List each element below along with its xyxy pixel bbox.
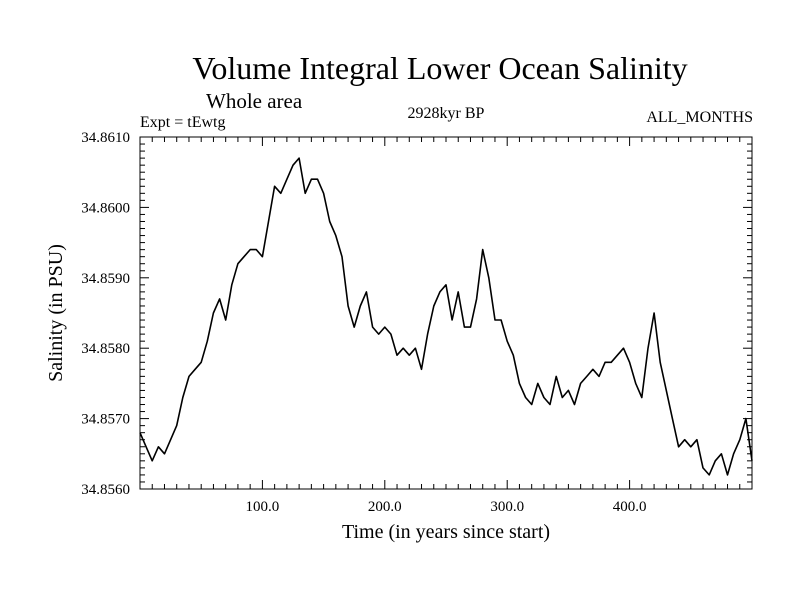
- season-label: ALL_MONTHS: [646, 109, 753, 126]
- y-axis-label: Salinity (in PSU): [45, 244, 67, 382]
- y-axis: 34.8560 34.8570 34.8580 34.8590 34.8600 34.86…: [81, 130, 752, 498]
- x-tick-label: 300.0: [490, 499, 524, 515]
- chart-title: Volume Integral Lower Ocean Salinity: [192, 50, 688, 86]
- y-tick-label: 34.8570: [81, 412, 130, 428]
- y-tick-label: 34.8600: [81, 200, 130, 216]
- y-tick-label: 34.8580: [81, 341, 130, 357]
- x-axis: 100.0 200.0 300.0 400.0: [139, 137, 753, 515]
- y-tick-label: 34.8560: [81, 482, 130, 498]
- x-axis-label: Time (in years since start): [342, 521, 550, 543]
- salinity-series-line: [139, 157, 753, 476]
- x-tick-label: 100.0: [246, 499, 280, 515]
- chart-subtitle: Whole area: [206, 89, 303, 113]
- x-tick-label: 400.0: [613, 499, 647, 515]
- period-label: 2928kyr BP: [407, 105, 485, 122]
- x-tick-label: 200.0: [368, 499, 402, 515]
- experiment-label: Expt = tEwtg: [140, 114, 226, 131]
- y-tick-label: 34.8610: [81, 130, 130, 146]
- y-tick-label: 34.8590: [81, 271, 130, 287]
- plot-frame: [139, 136, 753, 490]
